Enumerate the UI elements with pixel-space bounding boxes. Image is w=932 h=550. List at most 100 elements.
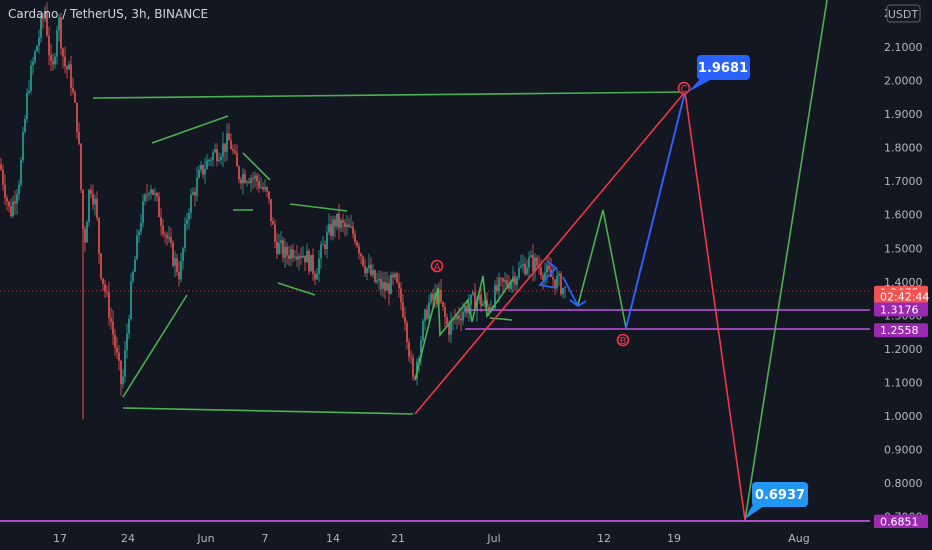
- svg-text:1.9681: 1.9681: [698, 61, 748, 76]
- candle-body: [64, 56, 66, 67]
- candle-body: [280, 240, 282, 243]
- wave-label-c: C: [681, 84, 688, 95]
- candle-body: [264, 187, 266, 190]
- candle-body: [258, 181, 260, 188]
- candle-body: [208, 160, 210, 162]
- candle-body: [162, 225, 164, 235]
- candle-body: [326, 232, 328, 250]
- candle-body: [238, 166, 240, 180]
- candle-body: [362, 256, 364, 266]
- price-tick-label: 1.6000: [884, 209, 923, 222]
- candle-body: [124, 350, 126, 377]
- candle-body: [552, 276, 554, 280]
- candle-body: [276, 241, 278, 254]
- candle-body: [374, 270, 376, 283]
- candle-body: [46, 11, 48, 36]
- candle-body: [44, 11, 46, 19]
- candle-body: [234, 150, 236, 153]
- candle-body: [194, 191, 196, 196]
- candle-body: [478, 294, 480, 300]
- candle-body: [378, 278, 380, 281]
- candle-body: [400, 288, 402, 303]
- candle-body: [324, 244, 326, 250]
- candle-body: [382, 282, 384, 289]
- chart-title: Cardano / TetherUS, 3h, BINANCE: [8, 7, 208, 21]
- candle-body: [88, 189, 90, 223]
- candle-body: [58, 17, 60, 31]
- candle-body: [288, 255, 290, 259]
- candle-body: [312, 255, 314, 274]
- candle-body: [544, 272, 546, 280]
- candle-body: [502, 278, 504, 282]
- candle-body: [274, 224, 276, 242]
- price-tag-background: [874, 323, 928, 338]
- candle-body: [356, 241, 358, 247]
- candle-body: [218, 159, 220, 162]
- candle-body: [486, 300, 488, 307]
- price-tick-label: 1.8000: [884, 142, 923, 155]
- time-tick-label: Jun: [196, 532, 214, 545]
- candle-body: [116, 347, 118, 353]
- time-tick-label: 24: [121, 532, 135, 545]
- price-tick-label: 1.4000: [884, 276, 923, 289]
- candle-body: [66, 66, 68, 70]
- time-axis-ticks: 17 24 Jun 7 14 21 Jul 12 19 Aug: [53, 532, 810, 545]
- candle-body: [404, 316, 406, 323]
- candle-body: [196, 177, 198, 196]
- candle-body: [192, 191, 194, 195]
- currency-badge[interactable]: [886, 4, 921, 23]
- candle-body: [18, 184, 20, 195]
- candle-body: [354, 234, 356, 242]
- candle-body: [540, 267, 542, 276]
- candle-body: [520, 265, 522, 268]
- candle-body: [146, 194, 148, 196]
- candle-body: [292, 249, 294, 258]
- candle-body: [224, 143, 226, 152]
- candle-body: [304, 255, 306, 263]
- candle-body: [472, 292, 474, 295]
- candle-body: [406, 322, 408, 343]
- candle-body: [334, 219, 336, 227]
- candle-body: [330, 224, 332, 237]
- candle-body: [244, 173, 246, 183]
- candle-body: [56, 30, 58, 57]
- price-tag-label: 1.2558: [880, 324, 919, 337]
- candle-body: [310, 255, 312, 272]
- candle-body: [320, 244, 322, 259]
- time-tick-label: Aug: [788, 532, 809, 545]
- candle-body: [190, 194, 192, 213]
- candle-body: [462, 312, 464, 321]
- candle-body: [242, 173, 244, 184]
- candle-body: [282, 240, 284, 258]
- candle-body: [228, 133, 230, 141]
- price-axis[interactable]: [871, 0, 932, 528]
- candle-body: [202, 164, 204, 175]
- candle-body: [206, 160, 208, 170]
- candle-body: [542, 275, 544, 280]
- candle-body: [284, 246, 286, 258]
- candle-body: [432, 293, 434, 301]
- candles-layer: [0, 2, 566, 420]
- currency-badge-label: USDT: [888, 8, 919, 21]
- candle-body: [60, 17, 62, 49]
- candle-body: [136, 235, 138, 260]
- candle-body: [170, 237, 172, 243]
- candle-body: [38, 37, 40, 46]
- candle-body: [6, 198, 8, 202]
- candle-body: [98, 217, 100, 254]
- candle-body: [516, 277, 518, 285]
- candle-body: [348, 224, 350, 228]
- price-tick-label: 1.2000: [884, 343, 923, 356]
- candle-body: [496, 285, 498, 292]
- candle-body: [394, 273, 396, 278]
- time-axis[interactable]: [0, 528, 932, 550]
- candle-body: [132, 271, 134, 282]
- price-tick-label: 0.9000: [884, 444, 923, 457]
- candle-body: [372, 270, 374, 276]
- candle-body: [152, 189, 154, 195]
- candle-body: [360, 253, 362, 257]
- candle-body: [440, 289, 442, 302]
- candle-body: [76, 102, 78, 133]
- candle-body: [396, 273, 398, 283]
